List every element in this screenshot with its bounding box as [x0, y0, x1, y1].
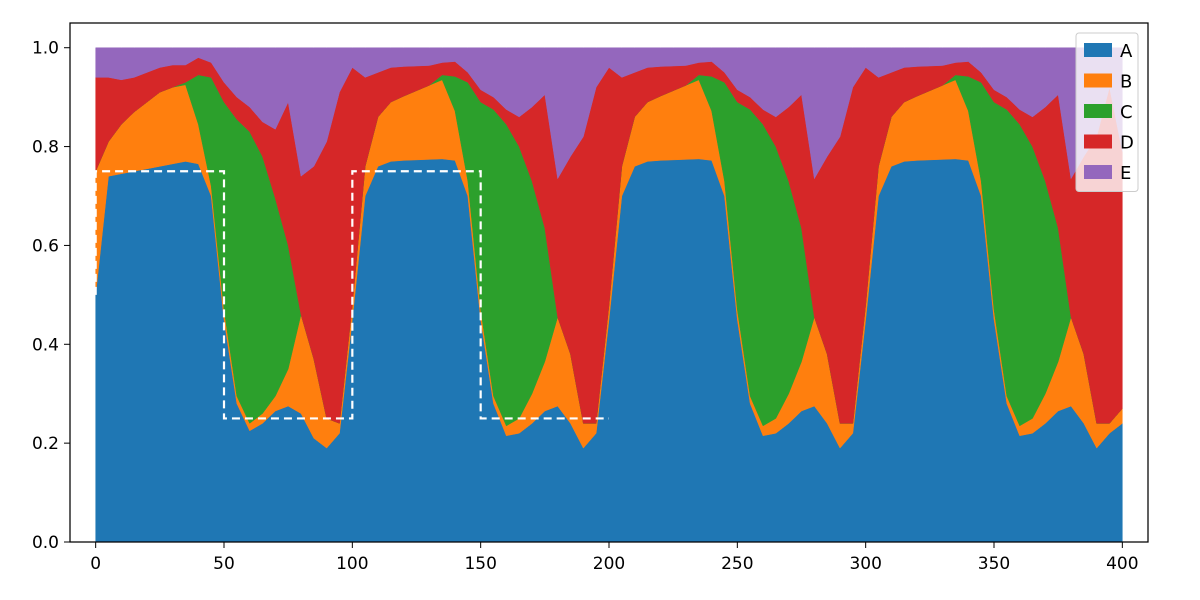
x-tick-label: 250: [721, 554, 753, 574]
y-tick-label: 0.2: [32, 434, 59, 454]
y-tick-label: 0.6: [32, 236, 59, 256]
y-axis-ticks: 0.0 0.2 0.4 0.6 0.8 1.0: [32, 39, 70, 553]
x-axis-ticks: 0 50 100 150 200 250 300 350 400: [90, 542, 1139, 574]
x-tick-label: 300: [849, 554, 881, 574]
legend-swatch-e: [1084, 165, 1112, 179]
legend-label-e: E: [1120, 163, 1131, 184]
legend-swatch-d: [1084, 134, 1112, 149]
legend-swatch-c: [1084, 104, 1112, 118]
x-tick-label: 100: [336, 554, 368, 574]
overlay-line: [94, 170, 609, 420]
legend-label-c: C: [1120, 102, 1133, 123]
y-tick-label: 1.0: [32, 39, 59, 59]
y-tick-label: 0.4: [32, 335, 59, 355]
x-tick-label: 200: [593, 554, 625, 574]
legend-swatch-a: [1084, 43, 1112, 57]
legend-label-b: B: [1120, 72, 1132, 93]
legend-label-a: A: [1120, 41, 1133, 62]
x-tick-label: 50: [213, 554, 235, 574]
x-tick-label: 150: [464, 554, 496, 574]
dashed-overlay: [94, 170, 609, 420]
y-tick-label: 0.0: [32, 533, 59, 553]
legend-swatch-b: [1084, 73, 1112, 88]
stacked-areas: [95, 47, 1123, 543]
legend-label-d: D: [1120, 133, 1134, 154]
x-tick-label: 350: [978, 554, 1010, 574]
x-tick-label: 400: [1106, 554, 1138, 574]
x-tick-label: 0: [90, 554, 101, 574]
y-tick-label: 0.8: [32, 138, 59, 158]
